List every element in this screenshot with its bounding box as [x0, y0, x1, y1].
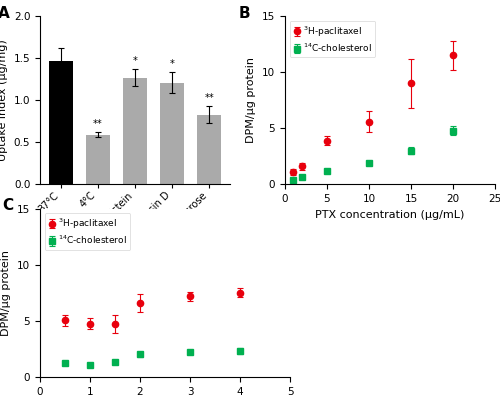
- Y-axis label: DPM/μg protein: DPM/μg protein: [246, 57, 256, 143]
- Text: **: **: [93, 119, 102, 129]
- Text: A: A: [0, 6, 10, 21]
- Bar: [48, 61, 73, 184]
- Legend: $^{3}$H-paclitaxel, $^{14}$C-cholesterol: $^{3}$H-paclitaxel, $^{14}$C-cholesterol: [44, 213, 130, 250]
- Text: B: B: [239, 6, 250, 21]
- Bar: [86, 135, 110, 184]
- Text: **: **: [204, 93, 214, 103]
- X-axis label: PTX concentration (μg/mL): PTX concentration (μg/mL): [316, 210, 464, 220]
- Legend: $^{3}$H-paclitaxel, $^{14}$C-cholesterol: $^{3}$H-paclitaxel, $^{14}$C-cholesterol: [290, 20, 376, 57]
- Bar: [160, 83, 184, 184]
- Bar: [123, 77, 147, 184]
- Y-axis label: Uptake index (μg/mg): Uptake index (μg/mg): [0, 39, 8, 161]
- Text: *: *: [170, 59, 174, 69]
- Y-axis label: DPM/μg protein: DPM/μg protein: [2, 250, 12, 336]
- Bar: [197, 115, 222, 184]
- Text: C: C: [2, 198, 14, 213]
- Text: *: *: [132, 56, 138, 66]
